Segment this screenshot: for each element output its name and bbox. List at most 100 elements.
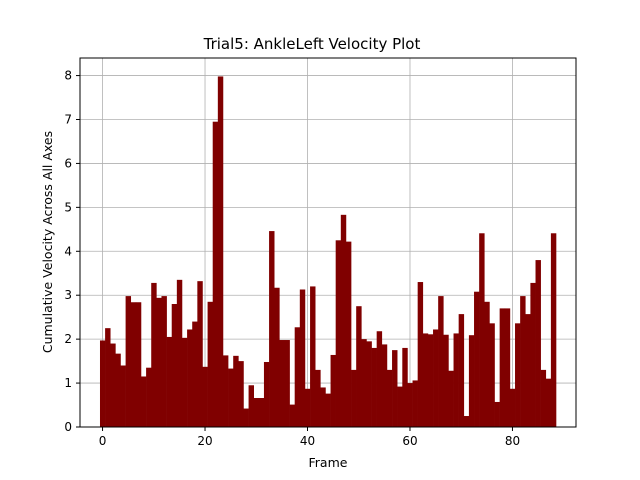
bar [376, 331, 383, 427]
bar [515, 323, 521, 427]
bar [468, 335, 475, 427]
bar [120, 365, 126, 427]
bar [284, 340, 290, 427]
bar [530, 282, 536, 427]
chart-title: Trial5: AnkleLeft Velocity Plot [203, 35, 421, 53]
y-tick-label: 3 [64, 288, 72, 302]
bar [258, 398, 265, 427]
bar [366, 341, 372, 427]
bar [192, 321, 198, 427]
bar [325, 393, 331, 427]
bar [335, 240, 342, 427]
bar [345, 241, 352, 427]
x-axis: 0 20 40 60 80 [99, 427, 520, 448]
bar [207, 301, 214, 427]
bar [453, 333, 459, 427]
bar [412, 380, 418, 427]
bar [550, 233, 557, 427]
bar [105, 328, 111, 427]
bar [535, 260, 541, 427]
bar [130, 302, 137, 427]
y-axis-label: Cumulative Velocity Across All Axes [40, 131, 55, 353]
x-tick-label: 20 [197, 434, 212, 448]
y-tick-label: 4 [64, 244, 72, 258]
y-axis: 0 1 2 3 4 5 6 7 8 [64, 69, 80, 434]
bar [135, 302, 142, 427]
bar [504, 308, 511, 427]
bar [299, 289, 306, 427]
bar [509, 388, 516, 427]
bar [330, 354, 336, 427]
bar [304, 388, 311, 427]
bar [381, 344, 388, 427]
bar [463, 416, 470, 427]
bar [274, 287, 280, 427]
bar [520, 296, 526, 427]
bar [151, 282, 157, 427]
bar [448, 370, 454, 427]
bar [197, 281, 203, 427]
bar [187, 329, 193, 427]
y-tick-label: 2 [64, 332, 72, 346]
bar [458, 314, 465, 427]
bar [499, 308, 506, 427]
bar [110, 343, 116, 427]
bar [171, 304, 178, 427]
y-tick-label: 5 [64, 200, 72, 214]
y-tick-label: 8 [64, 69, 72, 83]
bar [371, 347, 377, 427]
bar [156, 297, 162, 427]
bar [417, 282, 424, 427]
bar [484, 301, 490, 427]
bar [140, 376, 147, 427]
bar [392, 350, 398, 427]
bar [438, 296, 444, 427]
bar [356, 306, 362, 427]
x-axis-label: Frame [309, 455, 348, 470]
bar [248, 385, 255, 427]
bar [99, 340, 106, 427]
bar [407, 383, 413, 427]
bar [361, 339, 367, 427]
bar [217, 76, 224, 427]
bar [340, 214, 347, 427]
bars [99, 76, 557, 428]
bar [176, 279, 183, 427]
bar [269, 231, 275, 427]
bar [212, 121, 219, 428]
bar [427, 334, 434, 427]
y-tick-label: 1 [64, 376, 72, 390]
bar [279, 340, 285, 427]
bar [243, 408, 249, 427]
bar [228, 368, 234, 427]
bar [289, 404, 295, 427]
bar [315, 369, 321, 427]
bar [351, 369, 357, 427]
x-tick-label: 0 [99, 434, 107, 448]
bar [443, 334, 449, 427]
bar [474, 291, 480, 427]
bar [146, 367, 152, 427]
bar [525, 314, 531, 427]
y-tick-label: 0 [64, 420, 72, 434]
bar [489, 323, 495, 427]
plot-frame [79, 57, 577, 428]
bar [253, 398, 260, 427]
x-tick-label: 80 [505, 434, 520, 448]
bar [202, 366, 208, 427]
y-tick-label: 6 [64, 156, 72, 170]
bar [125, 296, 132, 427]
bar [320, 387, 326, 427]
y-tick-label: 7 [64, 113, 72, 127]
bar [402, 347, 408, 427]
bar [397, 386, 403, 427]
bar [386, 369, 393, 427]
bar [263, 361, 270, 427]
bar [294, 327, 301, 427]
bar [115, 353, 121, 427]
bar [161, 296, 167, 427]
x-tick-label: 40 [300, 434, 315, 448]
x-tick-label: 60 [402, 434, 417, 448]
bar [310, 286, 316, 427]
bar [222, 355, 229, 427]
